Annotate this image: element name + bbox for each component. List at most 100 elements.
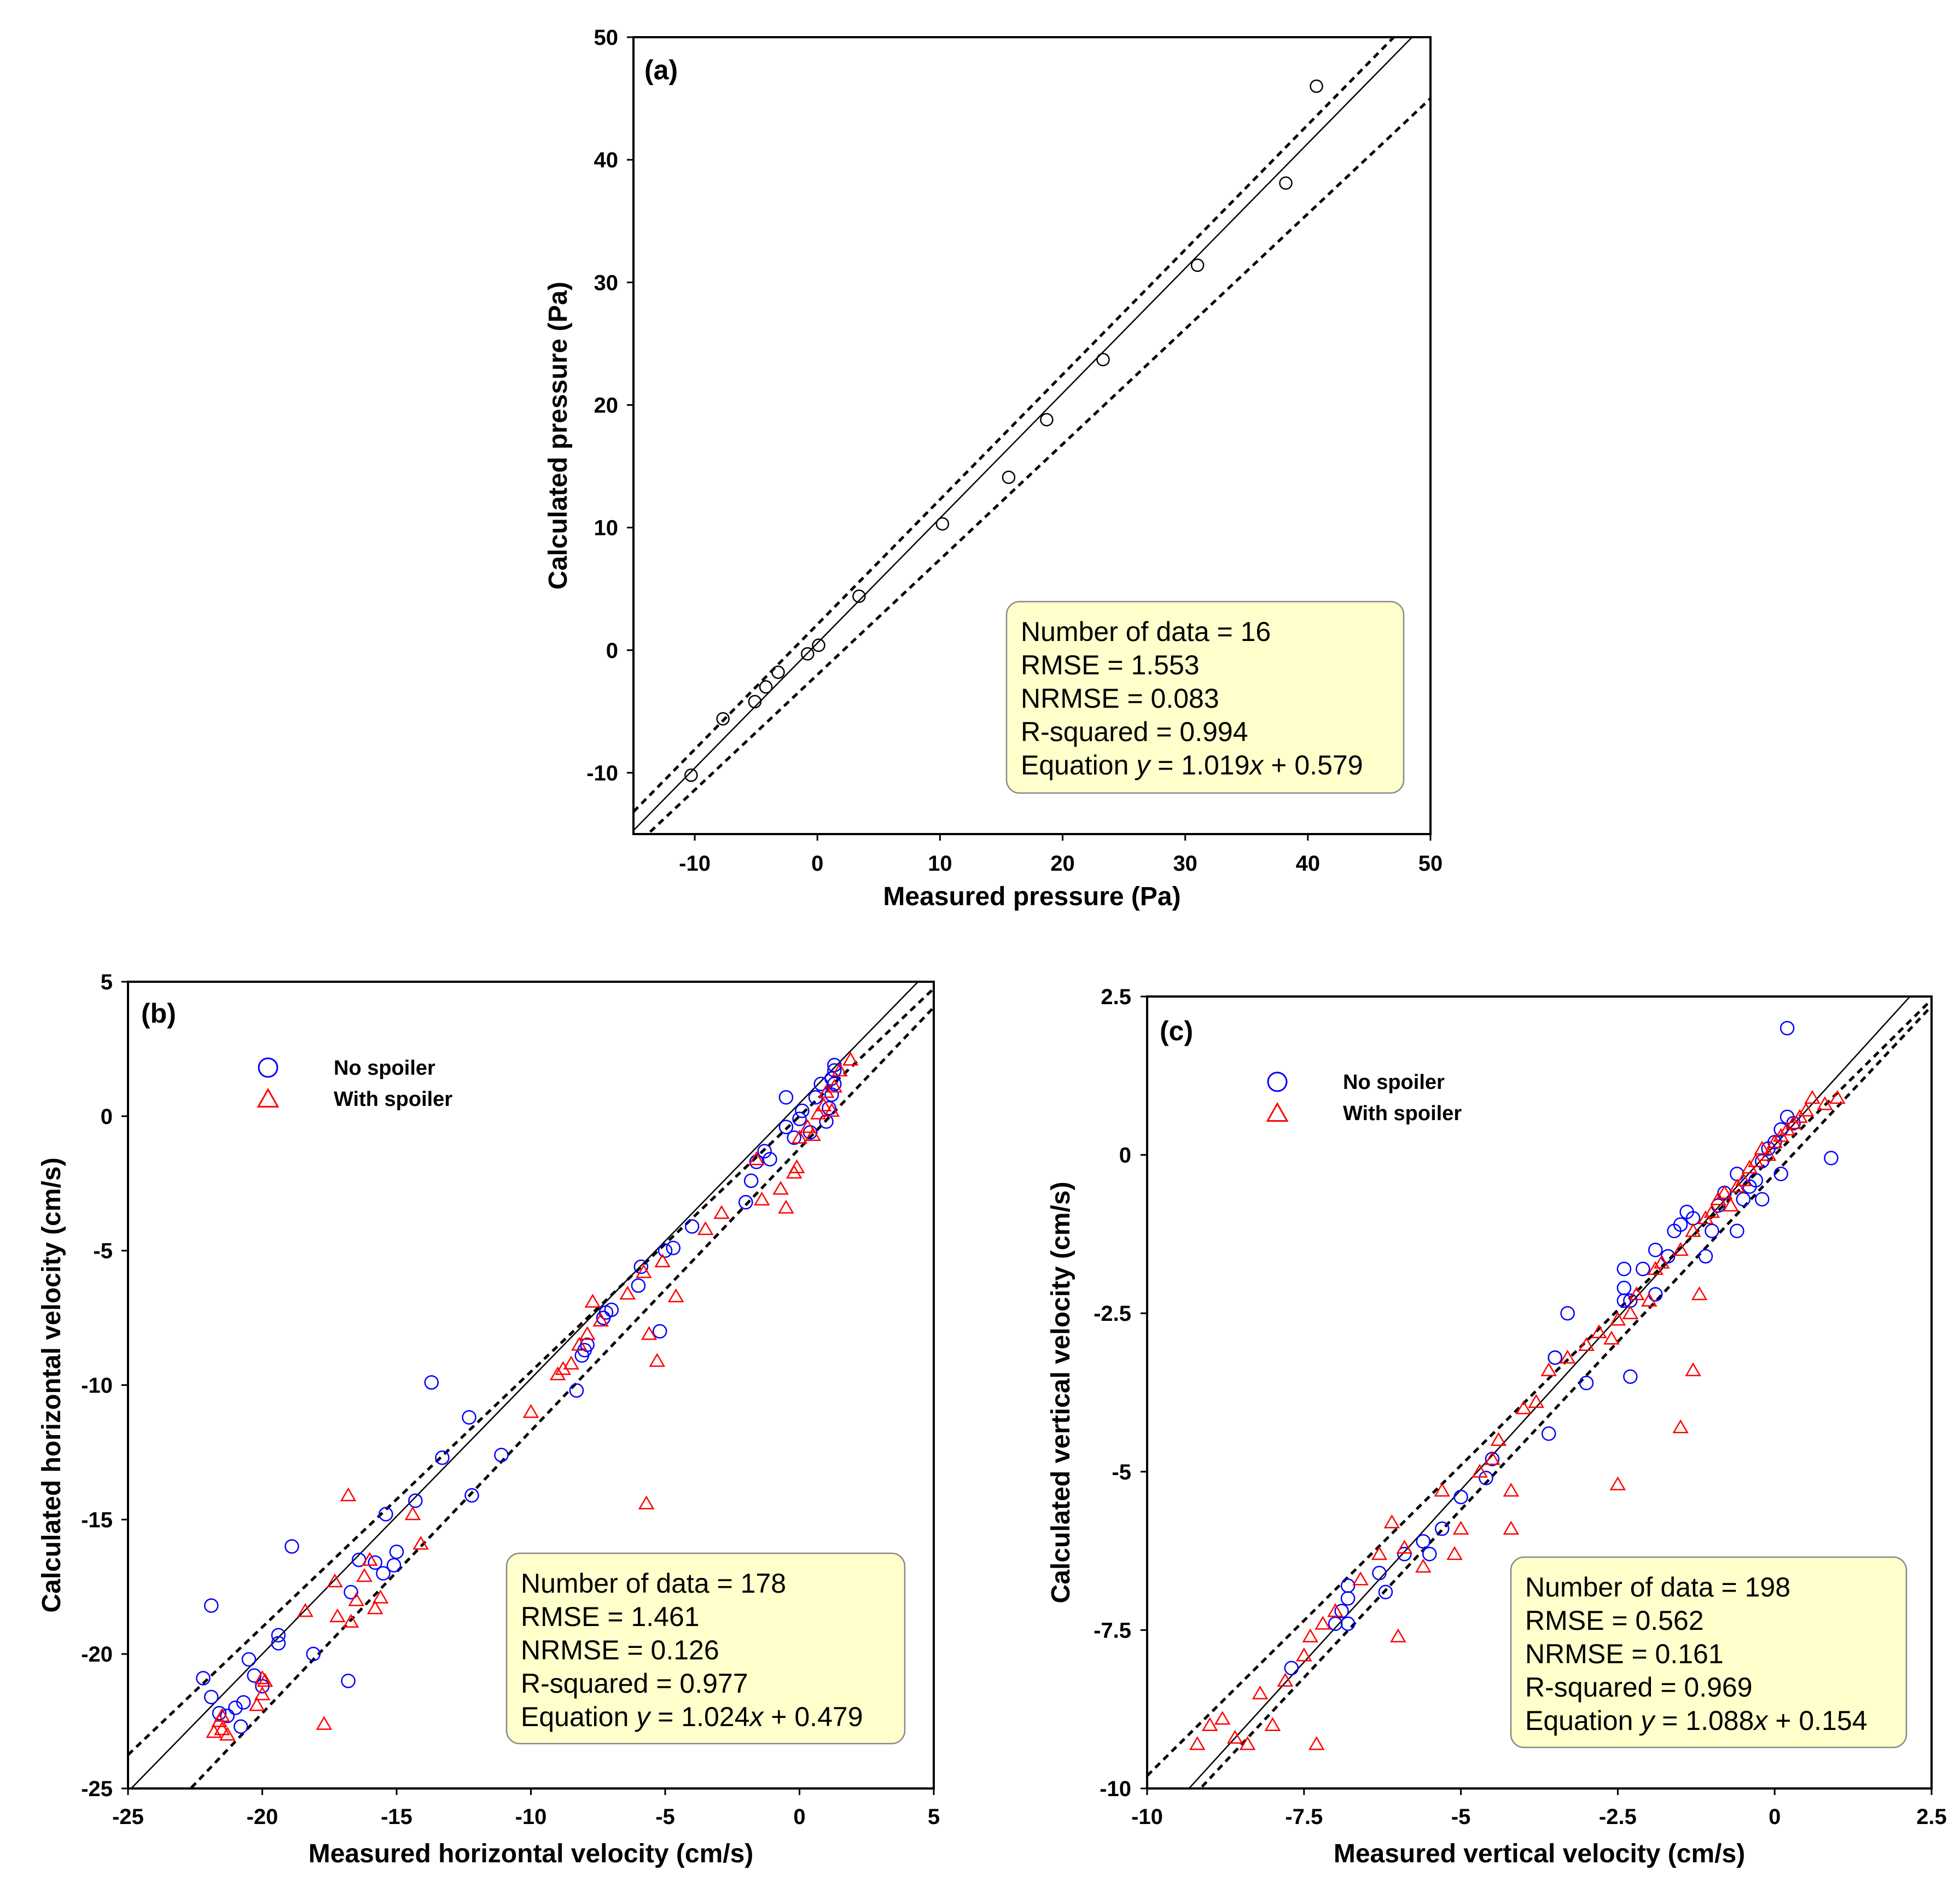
data-point [580,1337,595,1352]
fit-line [633,37,1414,831]
x-tick-label: -5 [1451,1805,1471,1829]
data-point [1723,1197,1739,1212]
stats-line: RMSE = 1.553 [1021,650,1200,680]
data-point [1730,1167,1744,1181]
stats-line: R-squared = 0.977 [521,1668,748,1699]
series-with-spoiler [1189,1089,1846,1750]
equation-y: y [1135,750,1151,780]
data-point [778,1120,794,1134]
y-tick-label: 30 [594,271,619,295]
data-point [1559,1349,1576,1364]
x-tick-label: 40 [1296,852,1321,876]
data-point [1636,1261,1650,1277]
data-point [464,1488,479,1503]
data-point [1672,1242,1689,1256]
equation-line: Equation y = 1.024x + 0.479 [521,1701,863,1732]
equation-y: y [1639,1705,1656,1736]
data-point [684,1219,700,1234]
data-point [1560,1306,1575,1321]
data-point [1622,1305,1639,1320]
stats-line: R-squared = 0.994 [1021,716,1248,747]
data-point [1264,1717,1281,1732]
data-point [212,1706,227,1721]
data-point [1755,1192,1770,1207]
data-point [810,1105,827,1120]
data-point [842,1052,859,1066]
data-point [658,1243,673,1258]
data-point [233,1719,248,1734]
data-point [1829,1089,1846,1104]
series-with-spoiler [206,1052,859,1741]
x-tick-label: 0 [811,852,823,876]
data-point [638,1495,655,1510]
data-point [1691,1286,1708,1301]
data-point [1716,1185,1733,1199]
panel-a: -10 0 10 20 30 40 50 -10 0 10 20 30 40 50 Measured pre… [544,26,1443,911]
data-point [1641,1292,1657,1307]
data-point [1817,1096,1833,1110]
data-point [1096,353,1110,366]
data-point [1760,1147,1777,1161]
data-point [367,1600,383,1615]
data-point [1528,1394,1545,1408]
data-point [254,1686,271,1700]
data-point [494,1448,509,1462]
data-point [757,1144,772,1158]
data-point [631,1278,646,1293]
data-point [220,1709,235,1723]
y-tick-label: 50 [594,26,619,50]
data-point [1296,1647,1312,1662]
y-tick-label: 0 [606,639,618,663]
data-point [1390,1628,1406,1642]
data-point [654,1253,671,1268]
series-data [684,79,1323,782]
data-point [329,1608,346,1623]
data-point [1378,1584,1393,1600]
x-tick-label: 30 [1173,852,1197,876]
data-point [404,1506,421,1520]
data-point [823,1103,840,1117]
data-point [649,1353,666,1367]
data-point [214,1708,230,1722]
data-point [1609,1312,1626,1326]
legend: No spoiler With spoiler [1266,1071,1462,1125]
data-point [571,1337,588,1351]
data-point [1672,1419,1689,1434]
data-point [1548,1350,1562,1365]
data-point [271,1628,286,1642]
x-axis-title: Measured vertical velocity (cm/s) [1334,1839,1745,1868]
data-point [635,1264,652,1278]
data-point [716,712,730,726]
data-point [641,1326,658,1340]
data-point [1397,1547,1412,1561]
data-point [1798,1103,1814,1117]
data-point [824,1087,839,1102]
data-point [1748,1153,1764,1168]
equation-prefix: Equation [1021,750,1136,780]
x-tick-label: -2.5 [1599,1805,1637,1829]
y-tick-label: -20 [81,1642,113,1666]
y-tick-label: 10 [594,516,619,540]
x-tick-label: 5 [928,1805,940,1829]
data-point [1340,1578,1356,1593]
data-point [462,1410,476,1425]
equation-line: Equation y = 1.019x + 0.579 [1021,750,1363,780]
data-point [1302,1628,1319,1642]
data-point [254,1670,271,1685]
stats-line: RMSE = 0.562 [1525,1605,1704,1636]
data-point [1685,1223,1701,1237]
data-point [1479,1471,1493,1485]
data-point [1226,1729,1243,1744]
data-point [219,1727,236,1741]
data-point [1201,1717,1218,1732]
data-point [771,665,785,679]
data-point [386,1558,402,1573]
data-point [1315,1616,1331,1630]
equation-slope: = 1.019 [1150,750,1249,780]
data-point [1603,1331,1620,1345]
y-tick-label: 20 [594,393,619,417]
data-point [799,1119,816,1133]
data-point [738,1194,753,1210]
data-point [1396,1540,1413,1554]
legend-label: With spoiler [1343,1102,1462,1125]
